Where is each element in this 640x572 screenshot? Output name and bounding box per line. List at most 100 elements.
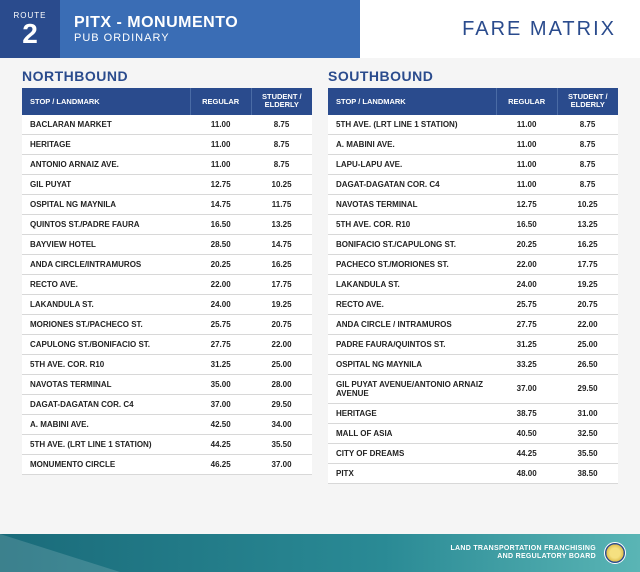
col-regular: REGULAR — [496, 88, 557, 115]
stop-cell: LAPU-LAPU AVE. — [328, 154, 496, 174]
footer-line2: AND REGULATORY BOARD — [450, 553, 596, 561]
discount-cell: 8.75 — [557, 174, 618, 194]
discount-cell: 10.25 — [251, 174, 312, 194]
discount-cell: 25.00 — [251, 354, 312, 374]
footer-accent — [0, 534, 120, 572]
route-number: 2 — [22, 20, 38, 48]
table-row: RECTO AVE.25.7520.75 — [328, 294, 618, 314]
table-row: OSPITAL NG MAYNILA33.2526.50 — [328, 354, 618, 374]
regular-cell: 12.75 — [496, 194, 557, 214]
table-row: PACHECO ST./MORIONES ST.22.0017.75 — [328, 254, 618, 274]
discount-cell: 22.00 — [251, 334, 312, 354]
table-row: RECTO AVE.22.0017.75 — [22, 274, 312, 294]
stop-cell: BACLARAN MARKET — [22, 115, 190, 135]
discount-cell: 8.75 — [557, 134, 618, 154]
stop-cell: A. MABINI AVE. — [22, 414, 190, 434]
discount-cell: 20.75 — [251, 314, 312, 334]
table-row: ANDA CIRCLE/INTRAMUROS20.2516.25 — [22, 254, 312, 274]
stop-cell: ANTONIO ARNAIZ AVE. — [22, 154, 190, 174]
stop-cell: RECTO AVE. — [328, 294, 496, 314]
regular-cell: 25.75 — [190, 314, 251, 334]
footer: LAND TRANSPORTATION FRANCHISING AND REGU… — [0, 534, 640, 572]
stop-cell: LAKANDULA ST. — [328, 274, 496, 294]
regular-cell: 12.75 — [190, 174, 251, 194]
table-row: MORIONES ST./PACHECO ST.25.7520.75 — [22, 314, 312, 334]
stop-cell: HERITAGE — [22, 134, 190, 154]
regular-cell: 46.25 — [190, 454, 251, 474]
table-row: BONIFACIO ST./CAPULONG ST.20.2516.25 — [328, 234, 618, 254]
regular-cell: 28.50 — [190, 234, 251, 254]
discount-cell: 17.75 — [251, 274, 312, 294]
regular-cell: 11.00 — [496, 115, 557, 135]
stop-cell: MALL OF ASIA — [328, 423, 496, 443]
discount-cell: 16.25 — [557, 234, 618, 254]
regular-cell: 27.75 — [496, 314, 557, 334]
title-block: PITX - MONUMENTO PUB ORDINARY — [60, 0, 360, 58]
discount-cell: 38.50 — [557, 463, 618, 483]
regular-cell: 14.75 — [190, 194, 251, 214]
table-row: DAGAT-DAGATAN COR. C437.0029.50 — [22, 394, 312, 414]
table-row: GIL PUYAT AVENUE/ANTONIO ARNAIZ AVENUE37… — [328, 374, 618, 403]
discount-cell: 35.50 — [251, 434, 312, 454]
title-main: PITX - MONUMENTO — [74, 14, 346, 32]
discount-cell: 19.25 — [557, 274, 618, 294]
regular-cell: 20.25 — [496, 234, 557, 254]
discount-cell: 16.25 — [251, 254, 312, 274]
regular-cell: 44.25 — [496, 443, 557, 463]
stop-cell: OSPITAL NG MAYNILA — [22, 194, 190, 214]
discount-cell: 14.75 — [251, 234, 312, 254]
regular-cell: 27.75 — [190, 334, 251, 354]
northbound-table: STOP / LANDMARK REGULAR STUDENT / ELDERL… — [22, 88, 312, 475]
regular-cell: 11.00 — [496, 134, 557, 154]
discount-cell: 26.50 — [557, 354, 618, 374]
stop-cell: MORIONES ST./PACHECO ST. — [22, 314, 190, 334]
table-row: BACLARAN MARKET11.008.75 — [22, 115, 312, 135]
regular-cell: 31.25 — [190, 354, 251, 374]
table-row: NAVOTAS TERMINAL12.7510.25 — [328, 194, 618, 214]
regular-cell: 22.00 — [496, 254, 557, 274]
col-stop: STOP / LANDMARK — [328, 88, 496, 115]
northbound-heading: NORTHBOUND — [22, 68, 312, 84]
table-row: LAKANDULA ST.24.0019.25 — [328, 274, 618, 294]
regular-cell: 40.50 — [496, 423, 557, 443]
discount-cell: 8.75 — [251, 134, 312, 154]
table-row: HERITAGE38.7531.00 — [328, 403, 618, 423]
regular-cell: 33.25 — [496, 354, 557, 374]
table-row: 5TH AVE. COR. R1031.2525.00 — [22, 354, 312, 374]
stop-cell: QUINTOS ST./PADRE FAURA — [22, 214, 190, 234]
table-row: QUINTOS ST./PADRE FAURA16.5013.25 — [22, 214, 312, 234]
stop-cell: CITY OF DREAMS — [328, 443, 496, 463]
table-row: 5TH AVE. COR. R1016.5013.25 — [328, 214, 618, 234]
stop-cell: RECTO AVE. — [22, 274, 190, 294]
regular-cell: 44.25 — [190, 434, 251, 454]
discount-cell: 10.25 — [557, 194, 618, 214]
regular-cell: 11.00 — [190, 154, 251, 174]
southbound-table: STOP / LANDMARK REGULAR STUDENT / ELDERL… — [328, 88, 618, 484]
regular-cell: 37.00 — [496, 374, 557, 403]
regular-cell: 11.00 — [496, 154, 557, 174]
discount-cell: 8.75 — [557, 154, 618, 174]
table-row: CITY OF DREAMS44.2535.50 — [328, 443, 618, 463]
stop-cell: 5TH AVE. COR. R10 — [22, 354, 190, 374]
discount-cell: 13.25 — [557, 214, 618, 234]
stop-cell: HERITAGE — [328, 403, 496, 423]
stop-cell: 5TH AVE. (LRT LINE 1 STATION) — [328, 115, 496, 135]
stop-cell: GIL PUYAT — [22, 174, 190, 194]
discount-cell: 28.00 — [251, 374, 312, 394]
stop-cell: PACHECO ST./MORIONES ST. — [328, 254, 496, 274]
regular-cell: 16.50 — [190, 214, 251, 234]
table-row: NAVOTAS TERMINAL35.0028.00 — [22, 374, 312, 394]
stop-cell: NAVOTAS TERMINAL — [328, 194, 496, 214]
stop-cell: MONUMENTO CIRCLE — [22, 454, 190, 474]
table-row: CAPULONG ST./BONIFACIO ST.27.7522.00 — [22, 334, 312, 354]
regular-cell: 31.25 — [496, 334, 557, 354]
table-row: BAYVIEW HOTEL28.5014.75 — [22, 234, 312, 254]
discount-cell: 8.75 — [251, 115, 312, 135]
southbound-column: SOUTHBOUND STOP / LANDMARK REGULAR STUDE… — [328, 68, 618, 484]
discount-cell: 32.50 — [557, 423, 618, 443]
regular-cell: 37.00 — [190, 394, 251, 414]
discount-cell: 8.75 — [251, 154, 312, 174]
route-badge: ROUTE 2 — [0, 0, 60, 58]
discount-cell: 13.25 — [251, 214, 312, 234]
agency-seal-icon — [604, 542, 626, 564]
